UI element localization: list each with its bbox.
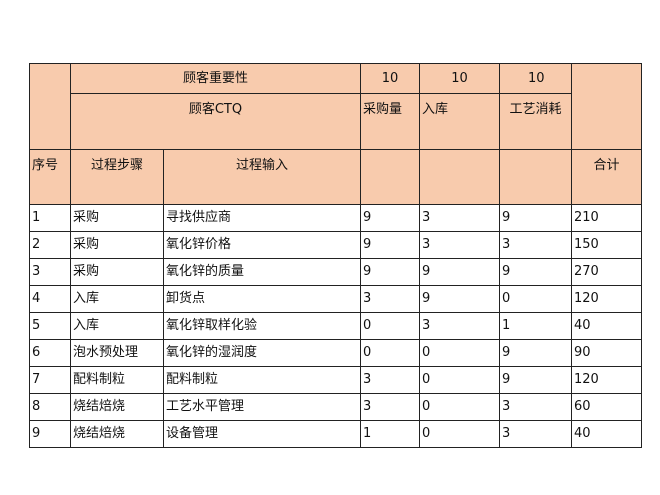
ctq-header: 采购量 (360, 93, 420, 150)
cell-total: 210 (571, 204, 642, 232)
cell-no: 1 (29, 204, 71, 232)
cell-input: 氧化锌价格 (163, 231, 361, 259)
corner-cell (29, 63, 71, 150)
table-row: 9 烧结焙烧 设备管理 1 0 3 40 (29, 420, 642, 448)
cell-b: 0 (419, 339, 500, 367)
table-row: 3 采购 氧化锌的质量 9 9 9 270 (29, 258, 642, 286)
cell-c: 3 (499, 420, 572, 448)
cell-a: 3 (360, 285, 420, 313)
ctq-matrix-table: 顾客重要性 10 10 10 顾客CTQ 采购量 入库 工艺消耗 序号 过程步骤… (29, 63, 642, 448)
cell-total: 90 (571, 339, 642, 367)
importance-label: 顾客重要性 (70, 63, 361, 94)
cell-b: 3 (419, 312, 500, 340)
ctq-header: 工艺消耗 (499, 93, 572, 150)
ctq-label: 顾客CTQ (70, 93, 361, 150)
cell-c: 1 (499, 312, 572, 340)
cell-b: 9 (419, 258, 500, 286)
empty-header (499, 149, 572, 205)
cell-input: 氧化锌的质量 (163, 258, 361, 286)
empty-header (419, 149, 500, 205)
cell-step: 烧结焙烧 (70, 393, 164, 421)
cell-b: 3 (419, 231, 500, 259)
cell-input: 氧化锌的湿润度 (163, 339, 361, 367)
importance-value: 10 (419, 63, 500, 94)
cell-total: 270 (571, 258, 642, 286)
col-header-total: 合计 (571, 149, 642, 205)
cell-step: 配料制粒 (70, 366, 164, 394)
cell-input: 寻找供应商 (163, 204, 361, 232)
table-row: 2 采购 氧化锌价格 9 3 3 150 (29, 231, 642, 259)
cell-c: 3 (499, 393, 572, 421)
cell-step: 采购 (70, 258, 164, 286)
col-header-no: 序号 (29, 149, 71, 205)
cell-b: 3 (419, 204, 500, 232)
col-header-step: 过程步骤 (70, 149, 164, 205)
cell-b: 0 (419, 420, 500, 448)
empty-header (360, 149, 420, 205)
cell-b: 0 (419, 393, 500, 421)
cell-input: 氧化锌取样化验 (163, 312, 361, 340)
cell-no: 3 (29, 258, 71, 286)
table-row: 8 烧结焙烧 工艺水平管理 3 0 3 60 (29, 393, 642, 421)
table-row: 4 入库 卸货点 3 9 0 120 (29, 285, 642, 313)
cell-no: 9 (29, 420, 71, 448)
cell-c: 9 (499, 366, 572, 394)
cell-c: 0 (499, 285, 572, 313)
cell-total: 60 (571, 393, 642, 421)
importance-value: 10 (499, 63, 572, 94)
cell-b: 9 (419, 285, 500, 313)
cell-step: 采购 (70, 231, 164, 259)
cell-input: 设备管理 (163, 420, 361, 448)
cell-a: 0 (360, 339, 420, 367)
table-row: 5 入库 氧化锌取样化验 0 3 1 40 (29, 312, 642, 340)
cell-input: 配料制粒 (163, 366, 361, 394)
cell-no: 6 (29, 339, 71, 367)
table-row: 6 泡水预处理 氧化锌的湿润度 0 0 9 90 (29, 339, 642, 367)
cell-total: 40 (571, 420, 642, 448)
cell-a: 9 (360, 204, 420, 232)
cell-no: 5 (29, 312, 71, 340)
cell-c: 9 (499, 258, 572, 286)
cell-c: 3 (499, 231, 572, 259)
cell-step: 入库 (70, 312, 164, 340)
cell-total: 120 (571, 366, 642, 394)
cell-input: 工艺水平管理 (163, 393, 361, 421)
cell-step: 烧结焙烧 (70, 420, 164, 448)
cell-a: 0 (360, 312, 420, 340)
cell-c: 9 (499, 204, 572, 232)
cell-total: 40 (571, 312, 642, 340)
cell-step: 采购 (70, 204, 164, 232)
cell-total: 150 (571, 231, 642, 259)
cell-a: 9 (360, 258, 420, 286)
cell-step: 泡水预处理 (70, 339, 164, 367)
cell-no: 4 (29, 285, 71, 313)
cell-no: 8 (29, 393, 71, 421)
cell-step: 入库 (70, 285, 164, 313)
cell-b: 0 (419, 366, 500, 394)
cell-a: 3 (360, 366, 420, 394)
col-header-input: 过程输入 (163, 149, 361, 205)
table-row: 7 配料制粒 配料制粒 3 0 9 120 (29, 366, 642, 394)
cell-no: 7 (29, 366, 71, 394)
cell-a: 9 (360, 231, 420, 259)
importance-value: 10 (360, 63, 420, 94)
cell-input: 卸货点 (163, 285, 361, 313)
cell-a: 1 (360, 420, 420, 448)
cell-no: 2 (29, 231, 71, 259)
cell-c: 9 (499, 339, 572, 367)
ctq-header: 入库 (419, 93, 500, 150)
table-row: 1 采购 寻找供应商 9 3 9 210 (29, 204, 642, 232)
cell-total: 120 (571, 285, 642, 313)
total-header-top (571, 63, 642, 150)
cell-a: 3 (360, 393, 420, 421)
